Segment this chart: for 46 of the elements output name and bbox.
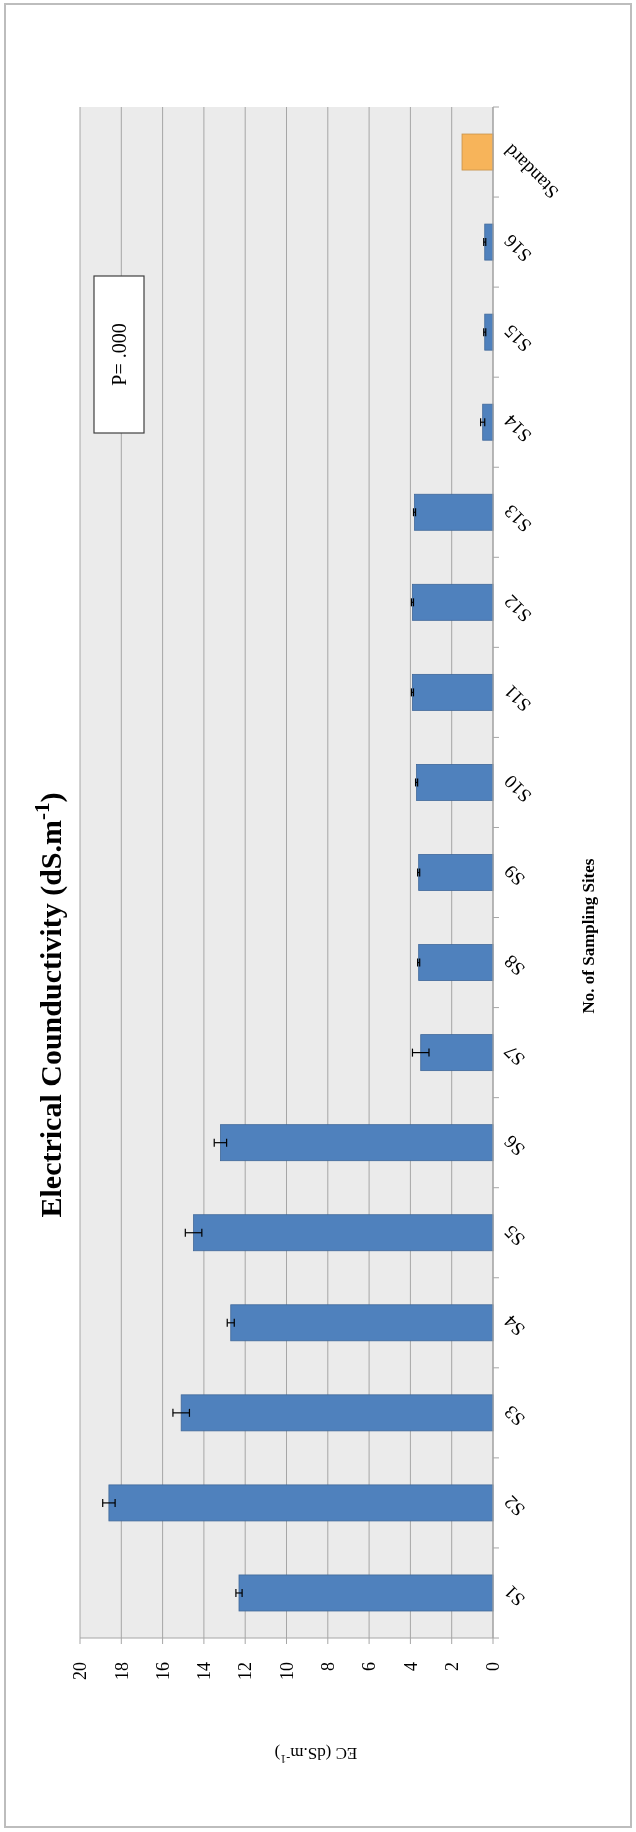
x-tick-label: 14 (194, 1662, 215, 1680)
x-tick-label: 6 (359, 1662, 380, 1671)
y-tick-label: S6 (499, 1131, 529, 1161)
bar (414, 493, 494, 531)
bar (484, 313, 494, 351)
x-tick-label: 20 (70, 1662, 91, 1680)
bar (180, 1394, 494, 1432)
y-tick-label: S14 (499, 410, 536, 447)
y-axis-title: No. of Sampling Sites (578, 858, 598, 1014)
y-tick-label: S15 (499, 320, 536, 357)
y-tick-label: S5 (499, 1221, 529, 1251)
y-tick-label: S10 (499, 770, 536, 807)
bar (238, 1574, 494, 1612)
y-tick-label: S8 (499, 951, 529, 981)
x-tick-label: 2 (442, 1662, 462, 1671)
y-tick-label: S13 (499, 500, 536, 537)
x-tick-label: 8 (318, 1662, 339, 1671)
bar (220, 1124, 494, 1162)
bar (482, 403, 494, 441)
bar (416, 764, 494, 801)
x-tick-label: 10 (276, 1662, 297, 1680)
bar (484, 223, 494, 261)
bar (418, 944, 494, 981)
bar (461, 133, 494, 171)
bar (412, 673, 494, 711)
y-tick-label: S3 (499, 1401, 529, 1431)
bar (193, 1214, 494, 1252)
bar (412, 583, 494, 621)
x-tick-label: 4 (400, 1662, 421, 1671)
x-tick-label: 18 (111, 1662, 132, 1680)
y-tick-label: S16 (499, 230, 536, 267)
y-tick-label: S9 (499, 860, 529, 891)
y-tick-label: S4 (499, 1310, 529, 1341)
bar (420, 1034, 494, 1072)
y-tick-label: S7 (499, 1041, 529, 1071)
x-tick-label: 16 (152, 1662, 173, 1680)
y-tick-label: S12 (499, 590, 536, 627)
annotation: P= .000 (108, 323, 130, 386)
x-tick-label: 12 (235, 1662, 256, 1680)
bar (418, 854, 494, 891)
y-tick-label: S1 (499, 1581, 529, 1611)
y-tick-label: S2 (499, 1491, 529, 1521)
bar (230, 1304, 494, 1342)
bar (108, 1484, 494, 1522)
x-tick-label: 0 (483, 1662, 504, 1671)
y-tick-label: S11 (499, 680, 535, 717)
